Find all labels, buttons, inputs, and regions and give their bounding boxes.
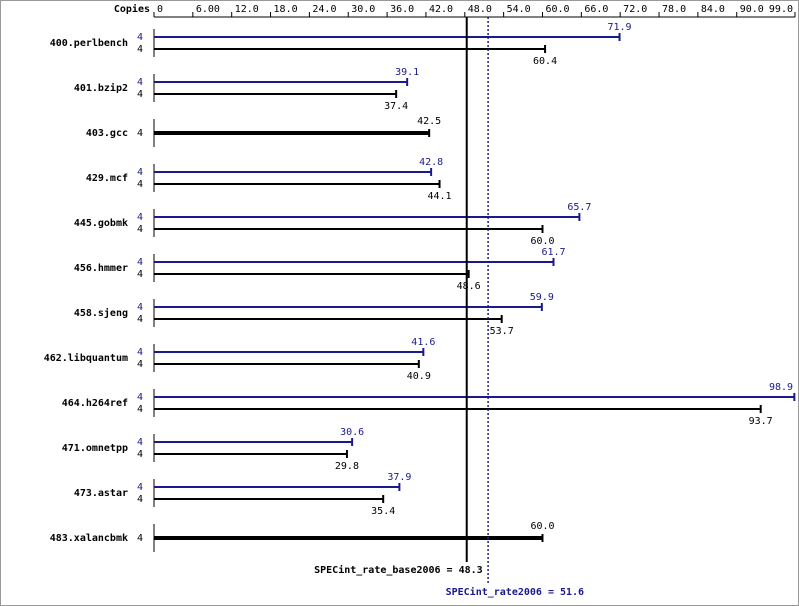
copies-label: 4 [137,533,143,544]
x-tick-label: 18.0 [274,4,298,15]
copies-label: 4 [137,359,143,370]
copies-label: 4 [137,89,143,100]
copies-label: 4 [137,302,143,313]
x-tick-label: 12.0 [235,4,259,15]
value-label: 35.4 [371,506,395,517]
reference-name: SPECint_rate2006 = [446,586,554,598]
reference-label: SPECint_rate2006 = 51.6 [446,586,585,598]
value-label: 29.8 [335,461,359,472]
x-tick-label: 6.00 [196,4,220,15]
category-label: 473.astar [74,488,128,499]
category-label: 456.hmmer [74,263,128,274]
copies-label: 4 [137,77,143,88]
value-label: 60.0 [530,236,554,247]
value-label: 40.9 [407,371,431,382]
category-label: 471.omnetpp [62,443,128,454]
value-label: 42.5 [417,116,441,127]
x-tick-label: 90.0 [740,4,764,15]
x-tick-label: 36.0 [390,4,414,15]
reference-value: 48.3 [459,565,483,576]
value-label: 48.6 [457,281,481,292]
category-label: 464.h264ref [62,398,128,409]
copies-label: 4 [137,179,143,190]
x-tick-label: 60.0 [545,4,569,15]
category-label: 429.mcf [86,173,128,184]
category-label: 445.gobmk [74,218,128,229]
value-label: 42.8 [419,157,443,168]
reference-value: 51.6 [560,587,584,598]
value-label: 60.4 [533,56,557,67]
reference-label: SPECint_rate_base2006 = 48.3 [314,564,483,576]
copies-label: 4 [137,494,143,505]
copies-label: 4 [137,257,143,268]
x-axis-label: Copies [114,3,150,15]
copies-label: 4 [137,347,143,358]
value-label: 60.0 [530,521,554,532]
x-tick-label: 48.0 [468,4,492,15]
copies-label: 4 [137,224,143,235]
value-label: 37.4 [384,101,408,112]
copies-label: 4 [137,269,143,280]
copies-label: 4 [137,167,143,178]
value-label: 93.7 [749,416,773,427]
copies-label: 4 [137,128,143,139]
category-label: 403.gcc [86,128,128,139]
value-label: 71.9 [607,22,631,33]
x-tick-label: 30.0 [351,4,375,15]
copies-label: 4 [137,314,143,325]
value-label: 59.9 [530,292,554,303]
copies-label: 4 [137,32,143,43]
reference-name: SPECint_rate_base2006 = [314,564,452,576]
value-label: 53.7 [490,326,514,337]
copies-label: 4 [137,212,143,223]
value-label: 98.9 [769,382,793,393]
category-label: 458.sjeng [74,307,128,319]
x-tick-label: 0 [157,4,163,15]
x-tick-label: 54.0 [507,4,531,15]
copies-label: 4 [137,392,143,403]
copies-label: 4 [137,449,143,460]
value-label: 61.7 [541,247,565,258]
value-label: 65.7 [567,202,591,213]
copies-label: 4 [137,437,143,448]
value-label: 39.1 [395,67,419,78]
x-tick-label: 24.0 [312,4,336,15]
copies-label: 4 [137,44,143,55]
category-label: 462.libquantum [44,352,128,364]
x-tick-label: 42.0 [429,4,453,15]
value-label: 44.1 [427,191,451,202]
x-tick-label: 66.0 [584,4,608,15]
x-tick-label: 99.0 [769,4,793,15]
x-tick-label: 84.0 [701,4,725,15]
category-label: 400.perlbench [50,38,128,49]
copies-label: 4 [137,404,143,415]
category-label: 401.bzip2 [74,82,128,94]
category-label: 483.xalancbmk [50,533,128,544]
value-label: 37.9 [387,472,411,483]
value-label: 30.6 [340,427,364,438]
x-tick-label: 78.0 [662,4,686,15]
x-tick-label: 72.0 [623,4,647,15]
copies-label: 4 [137,482,143,493]
value-label: 41.6 [411,337,435,348]
